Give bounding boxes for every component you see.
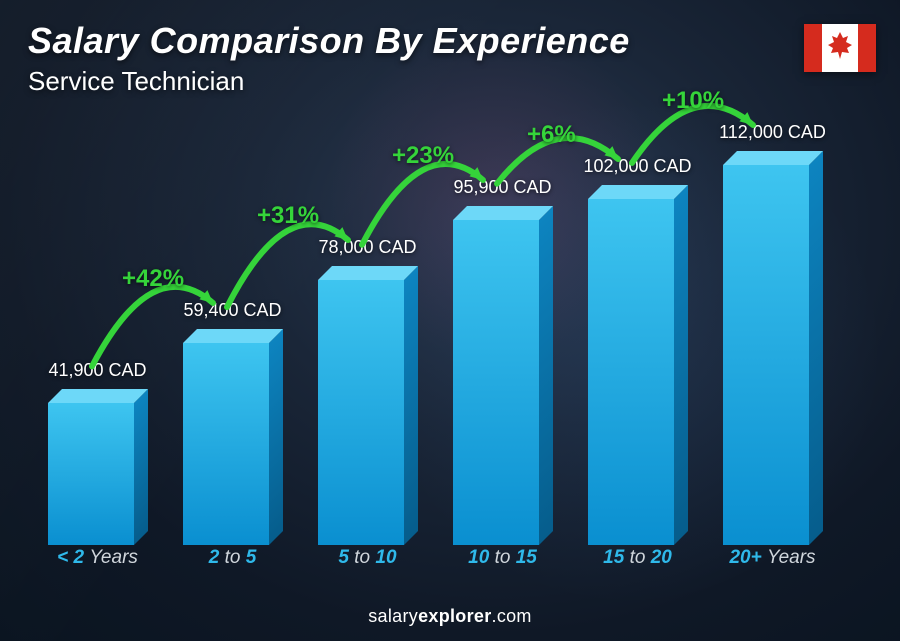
bar-side-face [539, 206, 553, 545]
increase-pct-label: +42% [122, 265, 184, 293]
chart-stage: Salary Comparison By Experience Service … [0, 0, 900, 641]
footer-bold: explorer [418, 606, 491, 626]
bar-front-face [48, 403, 134, 545]
increase-arc: +10% [612, 63, 793, 193]
increase-pct-label: +23% [392, 142, 454, 170]
bar-side-face [809, 151, 823, 545]
title-block: Salary Comparison By Experience Service … [28, 20, 630, 97]
footer-prefix: salary [368, 606, 418, 626]
bar-slot: 41,900 CAD [38, 403, 158, 545]
x-axis-label: < 2 Years [38, 547, 158, 573]
bar: 112,000 CAD [723, 165, 823, 545]
x-axis-label: 2 to 5 [173, 547, 293, 573]
bar-side-face [674, 185, 688, 545]
bar: 41,900 CAD [48, 403, 148, 545]
bar-slot: 102,000 CAD [578, 199, 698, 545]
footer-attribution: salaryexplorer.com [0, 606, 900, 627]
x-axis-label: 10 to 15 [443, 547, 563, 573]
increase-pct-label: +31% [257, 202, 319, 230]
bar-front-face [723, 165, 809, 545]
page-subtitle: Service Technician [28, 66, 630, 97]
x-axis-label: 15 to 20 [578, 547, 698, 573]
bar-front-face [588, 199, 674, 545]
bar-side-face [269, 329, 283, 545]
footer-suffix: .com [492, 606, 532, 626]
page-title: Salary Comparison By Experience [28, 20, 630, 62]
bar-side-face [404, 266, 418, 545]
increase-pct-label: +10% [662, 87, 724, 115]
bar-side-face [134, 389, 148, 545]
x-axis-label: 20+ Years [713, 547, 833, 573]
increase-pct-label: +6% [527, 121, 576, 149]
bar-slot: 112,000 CAD [713, 165, 833, 545]
canada-flag-icon [804, 24, 876, 72]
chart-area: 41,900 CAD59,400 CAD78,000 CAD95,900 CAD… [30, 120, 840, 573]
x-axis-label: 5 to 10 [308, 547, 428, 573]
x-labels-row: < 2 Years 2 to 5 5 to 10 10 to 15 15 to 20 20… [30, 547, 840, 573]
bar: 102,000 CAD [588, 199, 688, 545]
